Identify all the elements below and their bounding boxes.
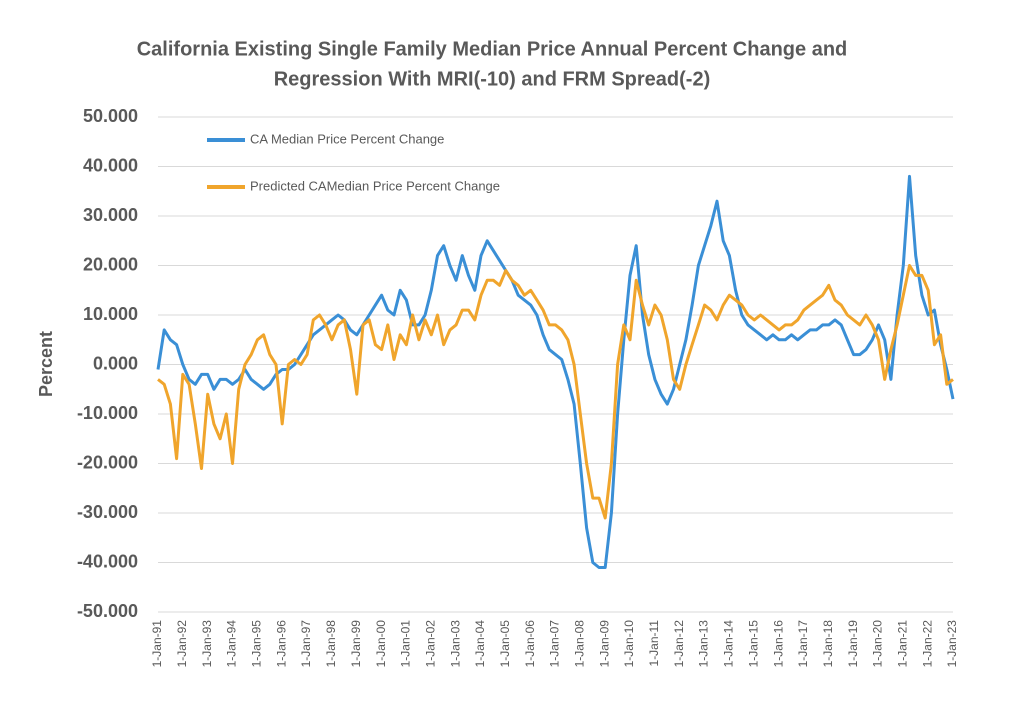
x-tick-label: 1-Jan-12 (672, 620, 686, 668)
x-tick-label: 1-Jan-91 (150, 620, 164, 668)
x-tick-label: 1-Jan-19 (846, 620, 860, 668)
x-tick-label: 1-Jan-17 (796, 620, 810, 668)
y-tick-label: 0.000 (93, 353, 138, 373)
x-tick-label: 1-Jan-99 (349, 620, 363, 668)
y-axis-label: Percent (36, 331, 56, 397)
y-tick-label: 50.000 (83, 106, 138, 126)
x-tick-label: 1-Jan-98 (324, 620, 338, 668)
series-line (157, 264, 954, 520)
legend-label: CA Median Price Percent Change (250, 131, 444, 146)
y-tick-label: 20.000 (83, 254, 138, 274)
x-tick-label: 1-Jan-09 (597, 620, 611, 668)
x-tick-label: 1-Jan-13 (697, 620, 711, 668)
x-tick-label: 1-Jan-92 (175, 620, 189, 668)
y-tick-label: 40.000 (83, 155, 138, 175)
x-tick-label: 1-Jan-03 (448, 620, 462, 668)
x-tick-label: 1-Jan-18 (821, 620, 835, 668)
y-tick-label: -30.000 (77, 502, 138, 522)
x-tick-label: 1-Jan-95 (250, 620, 264, 668)
x-tick-label: 1-Jan-05 (498, 620, 512, 668)
y-tick-label: 30.000 (83, 205, 138, 225)
x-tick-label: 1-Jan-96 (274, 620, 288, 668)
y-tick-label: -40.000 (77, 551, 138, 571)
x-tick-label: 1-Jan-04 (473, 620, 487, 668)
chart-title: California Existing Single Family Median… (137, 38, 848, 60)
x-tick-label: 1-Jan-07 (548, 620, 562, 668)
y-tick-label: -10.000 (77, 403, 138, 423)
x-tick-label: 1-Jan-16 (771, 620, 785, 668)
x-tick-label: 1-Jan-08 (573, 620, 587, 668)
y-tick-label: -20.000 (77, 452, 138, 472)
x-tick-label: 1-Jan-97 (299, 620, 313, 668)
y-tick-label: 10.000 (83, 304, 138, 324)
x-tick-label: 1-Jan-94 (225, 620, 239, 668)
legend-label: Predicted CAMedian Price Percent Change (250, 178, 500, 193)
x-tick-label: 1-Jan-14 (722, 620, 736, 668)
y-tick-label: -50.000 (77, 601, 138, 621)
x-tick-label: 1-Jan-93 (200, 620, 214, 668)
x-tick-label: 1-Jan-01 (399, 620, 413, 668)
x-tick-label: 1-Jan-20 (871, 620, 885, 668)
x-tick-label: 1-Jan-21 (895, 620, 909, 668)
x-tick-label: 1-Jan-00 (374, 620, 388, 668)
x-tick-label: 1-Jan-06 (523, 620, 537, 668)
x-tick-label: 1-Jan-10 (622, 620, 636, 668)
chart-title: Regression With MRI(-10) and FRM Spread(… (274, 68, 711, 90)
x-tick-label: 1-Jan-15 (746, 620, 760, 668)
x-tick-label: 1-Jan-11 (647, 620, 661, 667)
series-line (156, 174, 955, 569)
x-tick-label: 1-Jan-22 (920, 620, 934, 668)
x-tick-label: 1-Jan-02 (423, 620, 437, 668)
x-tick-label: 1-Jan-23 (945, 620, 959, 668)
